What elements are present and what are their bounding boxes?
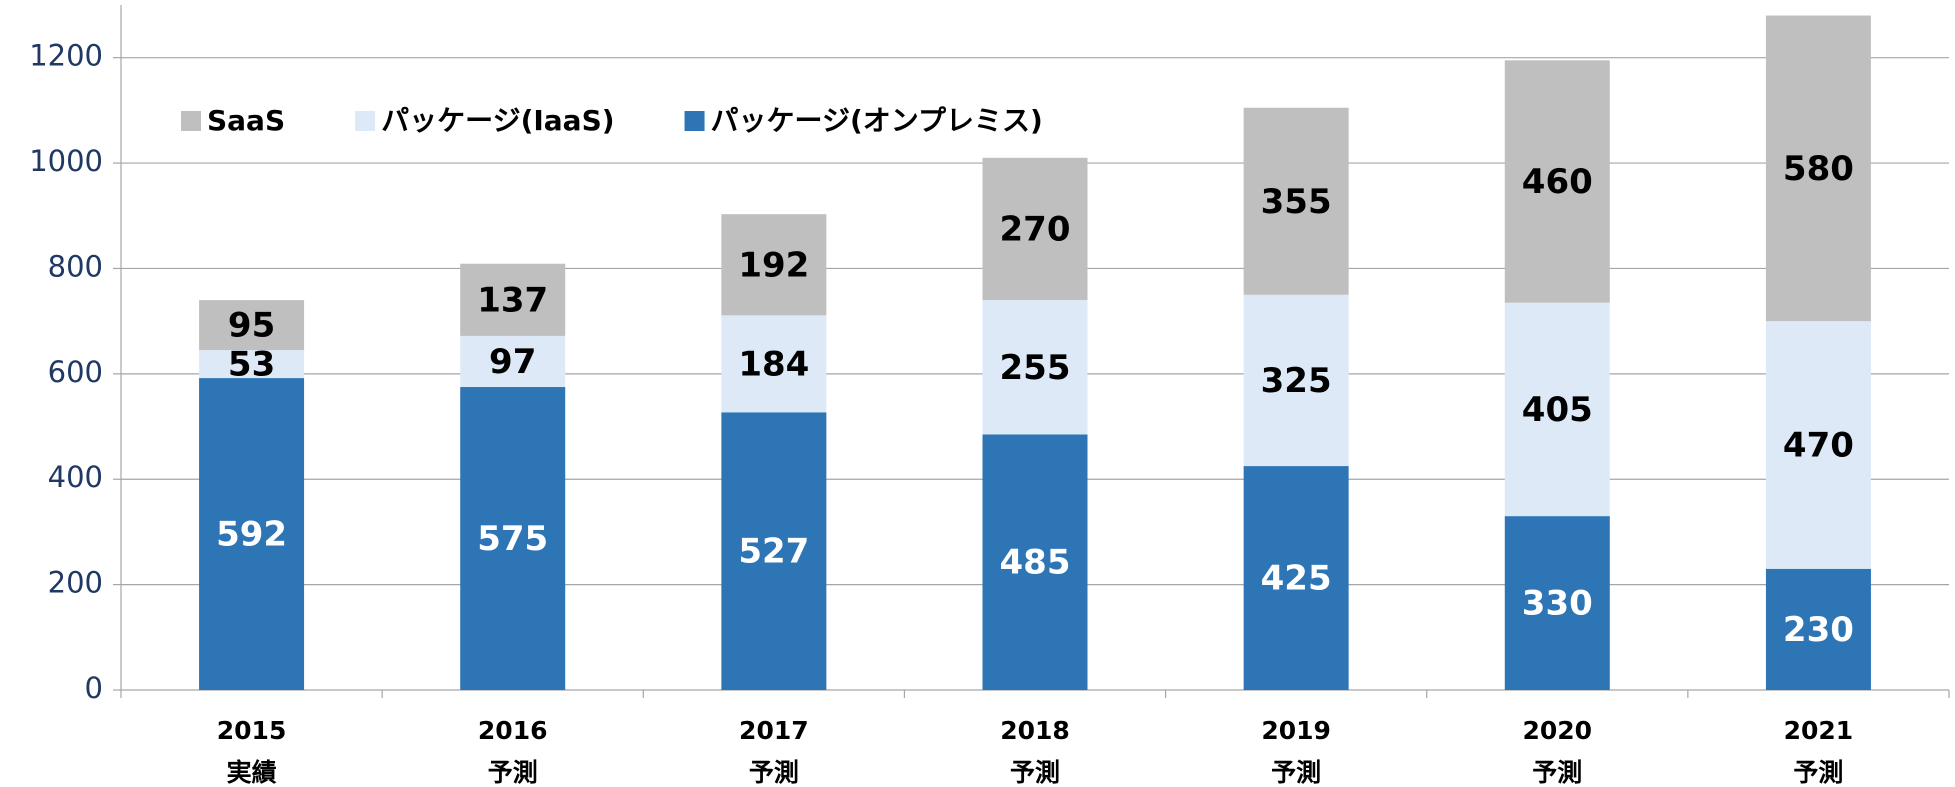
y-tick-label: 800 [48, 249, 103, 283]
data-label: 580 [1783, 149, 1854, 189]
bar-segment [460, 387, 566, 690]
data-label: 192 [738, 245, 809, 285]
y-tick-label: 600 [48, 355, 103, 389]
bar-segment [721, 214, 827, 316]
y-tick-label: 400 [48, 460, 103, 494]
bar-segment [982, 300, 1088, 435]
y-tick-label: 200 [48, 566, 103, 600]
x-tick-note: 予測 [488, 758, 538, 787]
legend-label: SaaS [207, 104, 285, 137]
bar-segment [721, 315, 827, 413]
x-tick-note: 予測 [749, 758, 799, 787]
bar-segment [982, 157, 1088, 301]
x-tick-label: 2021 [1784, 716, 1854, 745]
data-label: 485 [1000, 543, 1071, 583]
x-tick-label: 2015 [217, 716, 287, 745]
bar-segment [199, 300, 305, 351]
bar-segment [199, 350, 305, 379]
legend-swatch [181, 111, 201, 131]
data-label: 330 [1522, 584, 1593, 624]
bar-segment [1765, 321, 1871, 569]
legend-swatch [684, 111, 705, 131]
bar-segment [199, 378, 305, 690]
data-label: 527 [738, 532, 809, 572]
data-label: 270 [1000, 209, 1071, 249]
legend-label: パッケージ(IaaS) [381, 104, 614, 137]
bar-segment [460, 263, 566, 336]
bar-segment [1243, 294, 1349, 467]
data-label: 230 [1783, 610, 1854, 650]
data-label: 95 [228, 306, 275, 346]
data-label: 184 [738, 344, 809, 384]
data-label: 325 [1261, 361, 1332, 401]
x-tick-label: 2018 [1000, 716, 1070, 745]
data-label: 53 [228, 345, 275, 385]
data-label: 255 [1000, 348, 1071, 388]
y-tick-label: 1000 [29, 144, 103, 178]
data-label: 405 [1522, 390, 1593, 430]
data-label: 355 [1261, 182, 1332, 222]
bar-segment [721, 412, 827, 690]
bar-segment [1504, 60, 1610, 303]
bar-segment [1765, 568, 1871, 690]
x-tick-label: 2017 [739, 716, 809, 745]
data-label: 470 [1783, 425, 1854, 465]
x-tick-note: 予測 [1010, 758, 1060, 787]
x-tick-label: 2020 [1522, 716, 1592, 745]
bar-segment [1243, 466, 1349, 690]
bar-segment [1243, 107, 1349, 295]
x-tick-note: 予測 [1271, 758, 1321, 787]
data-label: 97 [489, 342, 536, 382]
x-tick-label: 2019 [1261, 716, 1331, 745]
bar-segment [982, 434, 1088, 690]
x-tick-note: 予測 [1793, 758, 1843, 787]
legend-label: パッケージ(オンプレミス) [711, 104, 1043, 137]
x-tick-note: 実績 [227, 758, 277, 787]
data-label: 425 [1261, 559, 1332, 599]
data-label: 592 [216, 515, 287, 555]
data-label: 137 [477, 280, 548, 320]
x-tick-note: 予測 [1532, 758, 1582, 787]
bar-segment [1765, 15, 1871, 322]
legend-swatch [355, 111, 376, 131]
bar-segment [460, 335, 566, 388]
y-tick-label: 1200 [29, 39, 103, 73]
x-tick-label: 2016 [478, 716, 548, 745]
bar-segment [1504, 302, 1610, 517]
y-tick-label: 0 [85, 671, 103, 705]
data-label: 460 [1522, 162, 1593, 202]
bar-segment [1504, 516, 1610, 690]
data-label: 575 [477, 519, 548, 559]
